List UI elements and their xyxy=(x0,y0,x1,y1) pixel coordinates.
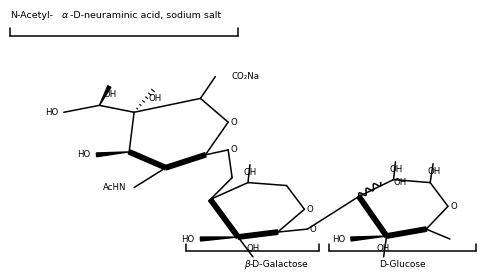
Text: OH: OH xyxy=(148,94,162,103)
Text: CO₂Na: CO₂Na xyxy=(231,72,259,81)
Text: -D-Galactose: -D-Galactose xyxy=(250,260,309,269)
Polygon shape xyxy=(128,150,167,170)
Text: OH: OH xyxy=(390,165,403,174)
Text: O: O xyxy=(231,118,238,127)
Text: HO: HO xyxy=(46,108,59,117)
Text: AcHN: AcHN xyxy=(103,183,126,192)
Polygon shape xyxy=(238,230,278,239)
Text: D-Glucose: D-Glucose xyxy=(379,260,426,269)
Text: -D-neuraminic acid, sodium salt: -D-neuraminic acid, sodium salt xyxy=(70,11,221,20)
Text: HO: HO xyxy=(181,235,195,244)
Text: O: O xyxy=(310,225,317,234)
Text: O: O xyxy=(307,205,314,214)
Text: β: β xyxy=(244,260,250,269)
Text: HO: HO xyxy=(77,150,91,159)
Polygon shape xyxy=(97,152,129,157)
Polygon shape xyxy=(209,198,240,238)
Polygon shape xyxy=(386,227,427,238)
Text: HO: HO xyxy=(332,235,345,244)
Polygon shape xyxy=(200,237,238,241)
Text: OH: OH xyxy=(377,244,390,253)
Text: OH: OH xyxy=(246,244,260,253)
Text: O: O xyxy=(450,202,457,211)
Text: α: α xyxy=(62,11,68,20)
Polygon shape xyxy=(357,195,389,237)
Polygon shape xyxy=(351,236,387,241)
Text: O: O xyxy=(231,145,238,154)
Text: OH: OH xyxy=(244,168,257,177)
Polygon shape xyxy=(99,86,111,105)
Polygon shape xyxy=(165,153,206,170)
Text: OH: OH xyxy=(393,178,407,187)
Text: OH: OH xyxy=(427,167,441,176)
Text: N-Acetyl-: N-Acetyl- xyxy=(10,11,53,20)
Text: OH: OH xyxy=(104,90,117,99)
